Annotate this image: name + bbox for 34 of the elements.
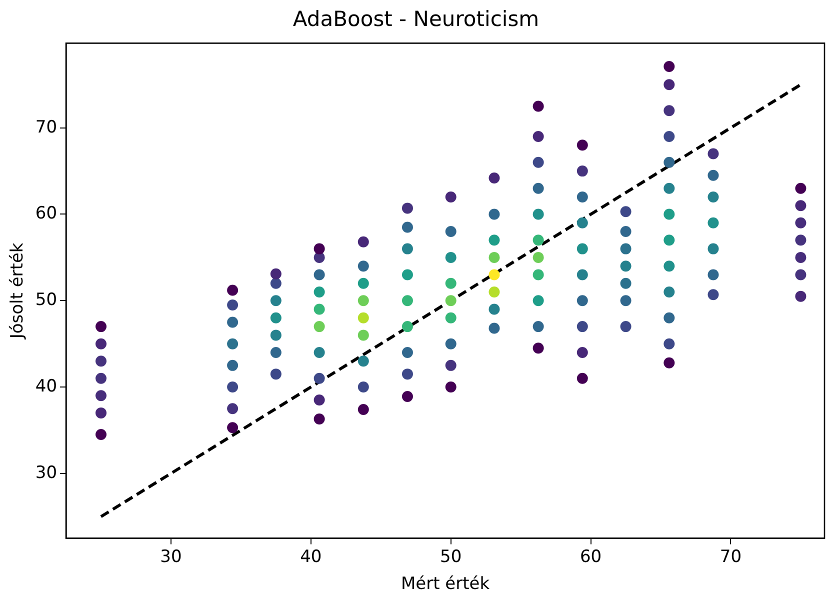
point bbox=[358, 295, 369, 306]
point bbox=[532, 208, 544, 220]
point bbox=[270, 312, 282, 324]
point bbox=[664, 234, 675, 246]
x-tick-label: 60 bbox=[580, 546, 602, 567]
x-axis-title: Mért érték bbox=[400, 574, 490, 594]
point bbox=[488, 286, 500, 298]
point bbox=[488, 322, 500, 334]
point bbox=[314, 243, 325, 254]
point bbox=[620, 243, 632, 254]
y-axis-title: Jósolt érték bbox=[8, 242, 28, 340]
point bbox=[445, 252, 456, 263]
point bbox=[708, 217, 719, 228]
point bbox=[664, 260, 675, 272]
point bbox=[314, 413, 325, 424]
point bbox=[358, 312, 369, 324]
y-tick-label: 60 bbox=[35, 204, 58, 224]
x-tick-label: 40 bbox=[300, 546, 322, 567]
x-tick-label: 50 bbox=[440, 546, 462, 567]
point bbox=[358, 330, 369, 341]
x-tick-label: 30 bbox=[160, 546, 182, 567]
x-tick-label: 70 bbox=[720, 546, 742, 567]
point bbox=[795, 217, 806, 228]
chart-title: AdaBoost - Neuroticism bbox=[292, 7, 540, 32]
point bbox=[576, 243, 588, 254]
y-tick-label: 70 bbox=[35, 117, 58, 138]
point bbox=[664, 208, 675, 220]
point bbox=[488, 208, 500, 220]
y-tick-label: 30 bbox=[35, 462, 58, 483]
point bbox=[620, 278, 632, 289]
point bbox=[488, 269, 500, 280]
point bbox=[795, 252, 806, 263]
y-tick-label: 40 bbox=[35, 376, 58, 396]
y-tick-label: 50 bbox=[35, 290, 58, 310]
